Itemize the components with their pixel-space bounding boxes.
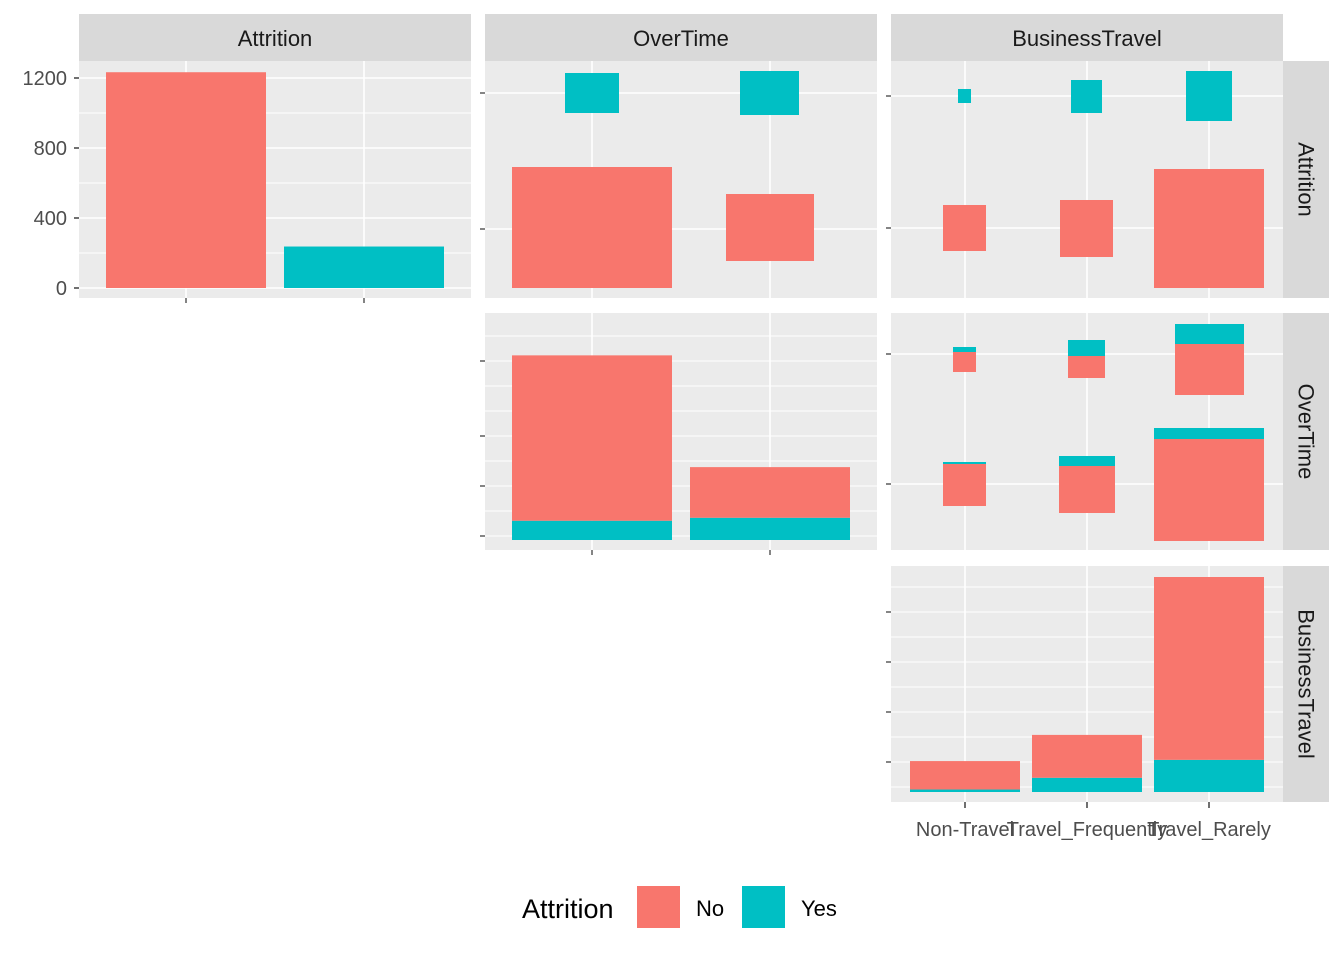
legend-label-no: No	[696, 896, 724, 921]
bar-businesstravel-travel_rarely-yes	[1154, 759, 1264, 792]
box-ot-no-travelrare-yes	[1154, 428, 1264, 439]
box-travelfreq-attrition-yes	[1071, 80, 1102, 113]
box-overtime-yes-attrition-yes	[740, 71, 799, 115]
strip-right-overtime	[1283, 313, 1329, 550]
bar-businesstravel-non-travel-no	[910, 761, 1020, 790]
box-travelrare-attrition-yes	[1186, 71, 1232, 121]
box-travelrare-attrition-no	[1154, 169, 1264, 288]
box-ot-no-travelfreq-no	[1059, 466, 1115, 513]
strip-right-businesstravel	[1283, 566, 1329, 802]
box-ot-yes-travelrare-no	[1175, 344, 1244, 395]
box-overtime-no-attrition-no	[512, 167, 672, 288]
bar-attrition-yes	[284, 246, 444, 288]
strip-top-label-businesstravel: BusinessTravel	[1012, 26, 1162, 51]
y-tick-label-400: 400	[34, 208, 67, 230]
y-tick-label-800: 800	[34, 138, 67, 160]
strip-top-businesstravel	[891, 14, 1283, 61]
box-ot-yes-travelfreq-no	[1068, 356, 1105, 378]
legend-swatch-no	[637, 886, 680, 928]
strip-right-label-attrition: Attrition	[1294, 142, 1319, 217]
box-ot-yes-travelrare-yes	[1175, 324, 1244, 344]
strip-right-label-overtime: OverTime	[1294, 384, 1319, 480]
box-ot-yes-nontravel-yes	[953, 347, 976, 352]
strip-top-overtime	[485, 14, 877, 61]
box-ot-yes-travelfreq-yes	[1068, 340, 1105, 356]
legend-label-yes: Yes	[801, 896, 837, 921]
legend: Attrition No Yes	[522, 886, 837, 928]
bar-businesstravel-non-travel-yes	[910, 789, 1020, 792]
x-tick-label-non-travel: Non-Travel	[916, 819, 1014, 841]
y-tick-label-1200: 1200	[23, 68, 68, 90]
box-ot-no-travelfreq-yes	[1059, 456, 1115, 466]
bar-overtime-yes-yes	[690, 517, 850, 540]
x-tick-label-travel_rarely: Travel_Rarely	[1147, 819, 1271, 841]
box-travelfreq-attrition-no	[1060, 200, 1113, 257]
box-nontravel-attrition-yes	[958, 89, 971, 103]
bar-overtime-yes-no	[690, 467, 850, 518]
bar-overtime-no-yes	[512, 520, 672, 540]
legend-swatch-yes	[742, 886, 785, 928]
y-tick-label-0: 0	[56, 278, 67, 300]
box-ot-yes-nontravel-no	[953, 352, 976, 372]
box-ot-no-nontravel-yes	[943, 462, 986, 464]
box-ot-no-nontravel-no	[943, 464, 986, 506]
legend-title: Attrition	[522, 894, 614, 924]
panel-grid	[79, 61, 1283, 802]
box-overtime-yes-attrition-no	[726, 194, 814, 261]
bar-attrition-no	[106, 72, 266, 288]
box-overtime-no-attrition-yes	[565, 73, 619, 113]
x-tick-label-travel_frequently: Travel_Frequently	[1007, 819, 1167, 841]
strip-top-label-overtime: OverTime	[633, 26, 729, 51]
strip-labels: Attrition OverTime BusinessTravel Attrition…	[79, 14, 1329, 802]
strip-top-label-attrition: Attrition	[238, 26, 313, 51]
box-nontravel-attrition-no	[943, 205, 986, 251]
strip-top-attrition	[79, 14, 471, 61]
box-ot-no-travelrare-no	[1154, 439, 1264, 541]
bar-overtime-no-no	[512, 355, 672, 521]
bar-businesstravel-travel_rarely-no	[1154, 577, 1264, 760]
strip-right-label-businesstravel: BusinessTravel	[1294, 609, 1319, 759]
axes: 0 400 800 1200 Non-TravelTravel_FrequentlyTr…	[23, 68, 1271, 841]
bar-businesstravel-travel_frequently-yes	[1032, 777, 1142, 792]
strip-right-attrition	[1283, 61, 1329, 298]
bar-businesstravel-travel_frequently-no	[1032, 734, 1142, 778]
